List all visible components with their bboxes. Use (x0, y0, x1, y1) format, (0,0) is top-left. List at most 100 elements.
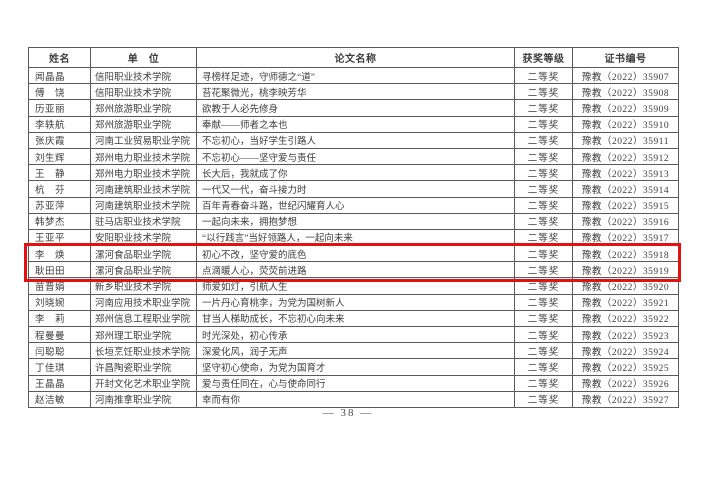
cell-name: 李 焕 (28, 245, 91, 263)
table-header-row: 姓名 单 位 论文名称 获奖等级 证书编号 (28, 47, 679, 68)
cell-title: 一代又一代，奋斗接力时 (196, 180, 515, 198)
cell-award: 二等奖 (514, 164, 573, 182)
table-row: 李 莉郑州信息工程职业学院 甘当人梯助成长，不忘初心向未来 二等奖 豫教（2022）3… (28, 309, 679, 328)
cell-award: 二等奖 (514, 83, 573, 101)
cell-award: 二等奖 (514, 99, 573, 117)
cell-award: 二等奖 (514, 196, 573, 214)
cell-title: 幸而有你 (196, 390, 515, 408)
column-header-cert: 证书编号 (572, 47, 679, 68)
cell-award: 二等奖 (514, 228, 573, 247)
cell-name: 苏亚萍 (28, 196, 91, 214)
cell-award: 二等奖 (514, 180, 573, 198)
cell-cert: 豫教（2022）35921 (572, 293, 679, 311)
cell-cert: 豫教（2022）35916 (572, 212, 679, 230)
table-row: 王亚平 安阳职业技术学院 “以行践言”当好领路人，一起向未来 二等奖 豫教（2022）3… (28, 228, 679, 247)
table-row: 苗晋娟 新乡职业技术学院 师爱如灯，引航人生 二等奖 豫教（2022）35920 (28, 277, 679, 295)
column-header-unit: 单 位 (90, 47, 197, 68)
cell-name: 苗晋娟 (28, 277, 91, 295)
cell-unit: 郑州信息工程职业学院 (90, 309, 197, 328)
cell-title: 坚守初心使命，为党为国育才 (196, 358, 515, 376)
cell-name: 闫聪聪 (28, 342, 91, 360)
cell-unit: 河南应用技术职业学院 (90, 293, 197, 311)
cell-unit: 新乡职业技术学院 (90, 277, 197, 295)
cell-unit: 郑州旅游职业学院 (90, 115, 197, 133)
cell-title: 甘当人梯助成长，不忘初心向未来 (196, 309, 515, 328)
cell-title: 欲教于人必先修身 (196, 99, 515, 117)
cell-unit: 信阳职业技术学院 (90, 66, 197, 85)
table-row: 历亚丽 郑州旅游职业学院 欲教于人必先修身 二等奖 豫教（2022）35909 (28, 99, 679, 117)
column-header-title: 论文名称 (196, 47, 515, 68)
cell-award: 二等奖 (514, 374, 573, 392)
cell-name: 李轶航 (28, 115, 91, 133)
cell-award: 二等奖 (514, 390, 573, 408)
cell-cert: 豫教（2022）35923 (572, 325, 679, 344)
cell-cert: 豫教（2022）35914 (572, 180, 679, 198)
cell-unit: 驻马店职业技术学院 (90, 212, 197, 230)
cell-cert: 豫教（2022）35926 (572, 374, 679, 392)
cell-cert: 豫教（2022）35909 (572, 99, 679, 117)
table-row: 程曼曼 郑州理工职业学院 时光深处，初心传承 二等奖 豫教（2022）35923 (28, 325, 679, 344)
cell-title: 苔花聚微光，桃李映芳华 (196, 83, 515, 101)
cell-award: 二等奖 (514, 66, 573, 85)
cell-unit: 郑州理工职业学院 (90, 325, 197, 344)
cell-award: 二等奖 (514, 277, 573, 295)
cell-cert: 豫教（2022）35913 (572, 164, 679, 182)
cell-title: 爱与责任同在，心与使命同行 (196, 374, 515, 392)
award-results-table: 姓名 单 位 论文名称 获奖等级 证书编号 闻晶晶 信阳职业技术学院 寻榜样足迹，守… (28, 47, 679, 408)
cell-cert: 豫教（2022）35927 (572, 390, 679, 408)
cell-name: 李 莉 (28, 309, 91, 328)
cell-cert: 豫教（2022）35917 (572, 228, 679, 247)
table-row: 韩梦杰 驻马店职业技术学院 一起向未来，拥抱梦想 二等奖 豫教（2022）35916 (28, 212, 679, 230)
cell-unit: 许昌陶瓷职业学院 (90, 358, 197, 376)
cell-cert: 豫教（2022）35924 (572, 342, 679, 360)
cell-award: 二等奖 (514, 325, 573, 344)
cell-title: 不忘初心，当好学生引路人 (196, 131, 515, 149)
cell-title: 百年青春奋斗路，世纪闪耀育人心 (196, 196, 515, 214)
cell-cert: 豫教（2022）35919 (572, 261, 679, 279)
table-row: 刘晓婉 河南应用技术职业学院 一片丹心育桃李，为党为国树新人 二等奖 豫教（2022）3… (28, 293, 679, 311)
cell-name: 历亚丽 (28, 99, 91, 117)
table-row: 闫聪聪 长垣烹饪职业技术学院 深爱化风，润子无声 二等奖 豫教（2022）35924 (28, 342, 679, 360)
cell-name: 刘生辉 (28, 147, 91, 166)
cell-title: 点滴暖人心，荧荧前进路 (196, 261, 515, 279)
table-row: 张庆霞 河南工业贸易职业学院 不忘初心，当好学生引路人 二等奖 豫教（2022）3591… (28, 131, 679, 149)
cell-unit: 河南建筑职业技术学院 (90, 180, 197, 198)
column-header-name: 姓名 (28, 47, 91, 68)
cell-title: 深爱化风，润子无声 (196, 342, 515, 360)
cell-award: 二等奖 (514, 261, 573, 279)
cell-title: 师爱如灯，引航人生 (196, 277, 515, 295)
cell-title: 时光深处，初心传承 (196, 325, 515, 344)
cell-award: 二等奖 (514, 358, 573, 376)
cell-cert: 豫教（2022）35918 (572, 245, 679, 263)
cell-award: 二等奖 (514, 147, 573, 166)
cell-name: 杭 芬 (28, 180, 91, 198)
table-row: 傅 饶信阳职业技术学院 苔花聚微光，桃李映芳华 二等奖 豫教（2022）35908 (28, 83, 679, 101)
cell-unit: 长垣烹饪职业技术学院 (90, 342, 197, 360)
cell-cert: 豫教（2022）35912 (572, 147, 679, 166)
cell-unit: 郑州电力职业技术学院 (90, 147, 197, 166)
cell-award: 二等奖 (514, 212, 573, 230)
cell-title: 寻榜样足迹，守师德之“道” (196, 66, 515, 85)
table-row: 刘生辉 郑州电力职业技术学院 不忘初心——坚守爱与责任 二等奖 豫教（2022）3591… (28, 147, 679, 166)
column-header-award: 获奖等级 (514, 47, 573, 68)
cell-unit: 漯河食品职业学院 (90, 261, 197, 279)
results-table-body: 闻晶晶 信阳职业技术学院 寻榜样足迹，守师德之“道” 二等奖 豫教（2022）35907… (28, 66, 679, 408)
cell-name: 赵洁敏 (28, 390, 91, 408)
cell-title: 一片丹心育桃李，为党为国树新人 (196, 293, 515, 311)
table-row-highlighted: 耿田田 漯河食品职业学院 点滴暖人心，荧荧前进路 二等奖 豫教（2022）35919 (28, 261, 679, 279)
cell-award: 二等奖 (514, 131, 573, 149)
cell-title: “以行践言”当好领路人，一起向未来 (196, 228, 515, 247)
cell-name: 傅 饶 (28, 83, 91, 101)
cell-cert: 豫教（2022）35911 (572, 131, 679, 149)
cell-name: 刘晓婉 (28, 293, 91, 311)
cell-unit: 漯河食品职业学院 (90, 245, 197, 263)
cell-award: 二等奖 (514, 309, 573, 328)
cell-award: 二等奖 (514, 245, 573, 263)
cell-cert: 豫教（2022）35910 (572, 115, 679, 133)
cell-unit: 郑州电力职业技术学院 (90, 164, 197, 182)
cell-unit: 河南建筑职业技术学院 (90, 196, 197, 214)
cell-name: 韩梦杰 (28, 212, 91, 230)
page-number: — 38 — (322, 407, 374, 419)
cell-cert: 豫教（2022）35922 (572, 309, 679, 328)
cell-unit: 信阳职业技术学院 (90, 83, 197, 101)
